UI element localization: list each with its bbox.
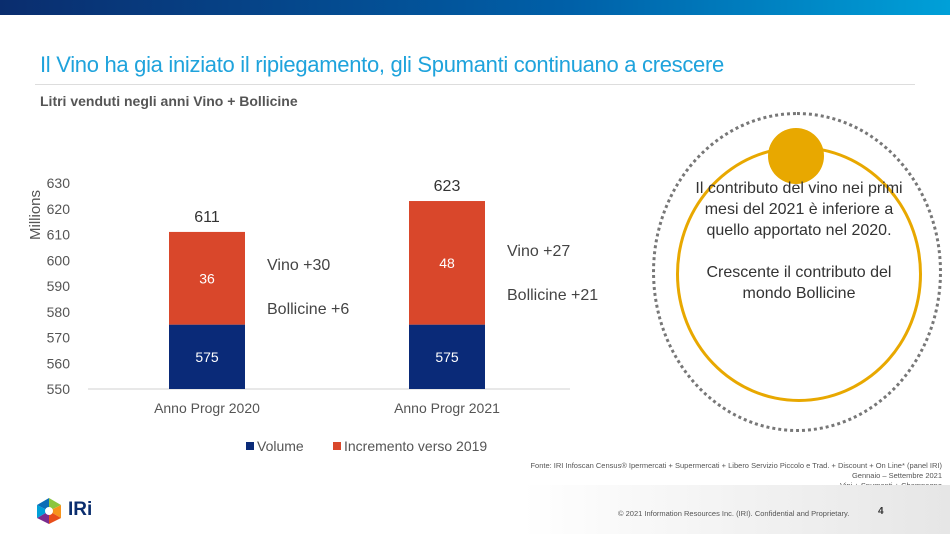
- page-number: 4: [878, 506, 884, 517]
- chart-subtitle: Litri venduti negli anni Vino + Bollicin…: [40, 93, 298, 109]
- y-tick-label: 620: [47, 201, 71, 217]
- legend-swatch: [246, 442, 254, 450]
- y-tick-label: 560: [47, 355, 71, 371]
- top-banner: [0, 0, 950, 15]
- source-line: Fonte: IRI Infoscan Census® Ipermercati …: [530, 461, 942, 470]
- bar-total-label: 623: [434, 178, 461, 195]
- x-tick-label: Anno Progr 2020: [154, 400, 260, 416]
- callout-line2: Crescente il contributo del mondo Bollic…: [706, 264, 892, 302]
- y-tick-label: 600: [47, 252, 71, 268]
- bar-annotation: Vino +30: [267, 257, 330, 274]
- y-tick-label: 610: [47, 227, 71, 243]
- bar-data-label: 575: [195, 349, 219, 365]
- footer: [0, 485, 950, 534]
- bar-segment-volume: [409, 324, 485, 389]
- bar-data-label: 575: [435, 349, 459, 365]
- bar-total-label: 611: [194, 209, 220, 226]
- page-title: Il Vino ha gia iniziato il ripiegamento,…: [40, 52, 724, 77]
- y-tick-label: 570: [47, 330, 71, 346]
- legend-swatch: [333, 442, 341, 450]
- bar-segment-volume: [169, 324, 245, 389]
- legend-label: Volume: [257, 438, 304, 454]
- bar-segment-incremento: [169, 231, 245, 325]
- y-axis-label: Millions: [27, 190, 44, 240]
- y-tick-label: 580: [47, 304, 71, 320]
- copyright: © 2021 Information Resources Inc. (IRI).…: [618, 509, 850, 518]
- callout-dotted-circle: [652, 112, 942, 432]
- y-tick-label: 590: [47, 278, 71, 294]
- bar-segment-incremento: [409, 201, 485, 325]
- y-tick-label: 630: [47, 175, 71, 191]
- bar-annotation: Bollicine +21: [507, 287, 598, 304]
- bar-annotation: Vino +27: [507, 243, 570, 260]
- callout-dot: [768, 128, 824, 184]
- source-line: Gennaio – Settembre 2021: [851, 471, 942, 480]
- bar-annotation: Bollicine +6: [267, 301, 349, 318]
- y-tick-label: 550: [47, 381, 71, 397]
- bar-data-label: 36: [199, 270, 215, 286]
- x-tick-label: Anno Progr 2021: [394, 400, 500, 416]
- callout-text: Il contributo del vino nei primi mesi de…: [690, 178, 908, 304]
- callout-line1: Il contributo del vino nei primi mesi de…: [695, 180, 903, 239]
- divider: [35, 84, 915, 85]
- bar-data-label: 48: [439, 255, 455, 271]
- iri-logo-icon: [37, 498, 61, 524]
- logo-text: IRi: [68, 499, 93, 520]
- legend-label: Incremento verso 2019: [344, 438, 487, 454]
